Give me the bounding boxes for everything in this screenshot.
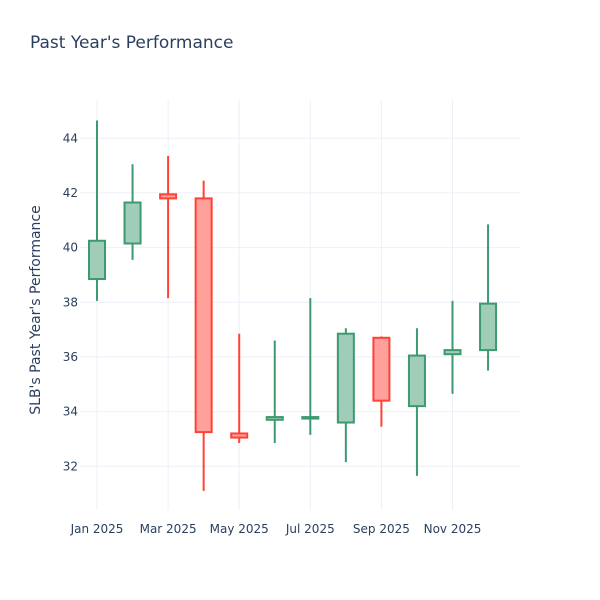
candle-body-decreasing bbox=[159, 193, 178, 200]
candle-body-increasing bbox=[407, 354, 426, 408]
grid-lines bbox=[80, 100, 520, 510]
candle bbox=[265, 340, 284, 444]
x-tick-label: Sep 2025 bbox=[353, 522, 410, 536]
y-tick-label: 36 bbox=[63, 350, 78, 364]
candle bbox=[301, 298, 320, 435]
candle-body-increasing bbox=[123, 201, 142, 245]
y-axis-ticks: 32 34 36 38 40 42 44 bbox=[63, 131, 78, 473]
candle bbox=[336, 328, 355, 463]
y-tick-label: 32 bbox=[63, 459, 78, 473]
candle bbox=[479, 224, 498, 371]
x-tick-label: May 2025 bbox=[210, 522, 269, 536]
candle-body-increasing bbox=[265, 416, 284, 421]
candle-body-decreasing bbox=[230, 432, 249, 439]
y-axis-title: SLB's Past Year's Performance bbox=[28, 205, 44, 414]
x-tick-label: Jul 2025 bbox=[285, 522, 335, 536]
x-axis-ticks: Jan 2025 Mar 2025 May 2025 Jul 2025 Sep 2025… bbox=[70, 522, 482, 536]
candle-body-increasing bbox=[479, 302, 498, 352]
x-tick-label: Mar 2025 bbox=[140, 522, 197, 536]
candle bbox=[88, 120, 106, 301]
y-tick-label: 44 bbox=[63, 131, 78, 145]
chart-title: Past Year's Performance bbox=[30, 33, 234, 53]
candle bbox=[159, 156, 178, 299]
y-tick-label: 38 bbox=[63, 295, 78, 309]
y-tick-label: 42 bbox=[63, 186, 78, 200]
candle bbox=[123, 164, 142, 260]
candle-body-increasing bbox=[336, 332, 355, 424]
candle-body-increasing bbox=[88, 239, 106, 281]
candle-body-decreasing bbox=[372, 336, 391, 402]
candle bbox=[230, 333, 249, 444]
candle-body-increasing bbox=[301, 416, 320, 420]
candles bbox=[88, 120, 498, 491]
candle bbox=[194, 180, 213, 491]
y-tick-label: 34 bbox=[63, 405, 78, 419]
candle bbox=[407, 328, 426, 476]
candle bbox=[443, 300, 462, 394]
x-tick-label: Nov 2025 bbox=[424, 522, 482, 536]
candle-body-increasing bbox=[443, 349, 462, 356]
x-tick-label: Jan 2025 bbox=[70, 522, 124, 536]
y-tick-label: 40 bbox=[63, 241, 78, 255]
candle bbox=[372, 336, 391, 427]
candle-body-decreasing bbox=[194, 197, 213, 434]
